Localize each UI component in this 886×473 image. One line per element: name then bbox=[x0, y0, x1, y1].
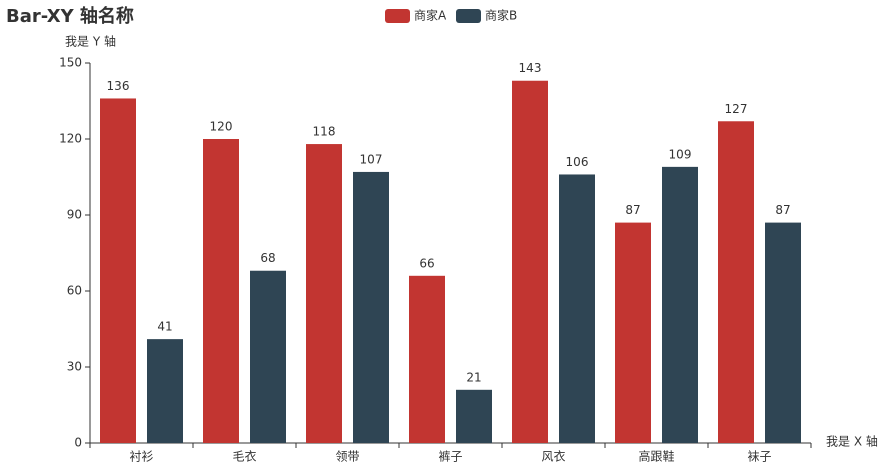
value-label: 118 bbox=[313, 125, 336, 139]
value-label: 87 bbox=[775, 203, 790, 217]
x-tick-label: 裤子 bbox=[438, 450, 462, 464]
bar bbox=[765, 222, 801, 443]
value-label: 41 bbox=[157, 320, 172, 334]
value-label: 68 bbox=[260, 251, 275, 265]
legend-swatch bbox=[385, 9, 410, 23]
y-tick-label: 60 bbox=[67, 284, 82, 298]
value-label: 143 bbox=[519, 61, 542, 75]
value-label: 21 bbox=[466, 370, 481, 384]
chart-title: Bar-XY 轴名称 bbox=[6, 5, 134, 27]
value-label: 120 bbox=[210, 120, 233, 134]
bar bbox=[718, 121, 754, 444]
x-axis-name: 我是 X 轴 bbox=[826, 434, 878, 449]
x-tick-label: 风衣 bbox=[541, 449, 565, 464]
legend-label: 商家A bbox=[414, 8, 447, 23]
legend-swatch bbox=[456, 9, 481, 23]
y-axis-name: 我是 Y 轴 bbox=[65, 34, 116, 49]
x-tick-label: 毛衣 bbox=[232, 449, 256, 464]
bar bbox=[100, 98, 136, 443]
y-tick-label: 90 bbox=[67, 208, 82, 222]
y-tick-label: 150 bbox=[59, 56, 82, 70]
x-tick-label: 衬衫 bbox=[129, 450, 153, 464]
bar bbox=[353, 171, 389, 443]
value-label: 136 bbox=[107, 79, 130, 93]
bar bbox=[306, 144, 342, 444]
bar bbox=[559, 174, 595, 443]
bar bbox=[512, 80, 548, 443]
y-tick-label: 30 bbox=[67, 360, 82, 374]
y-tick-label: 0 bbox=[74, 436, 82, 450]
value-label: 127 bbox=[725, 102, 748, 116]
value-label: 109 bbox=[669, 147, 692, 161]
bar bbox=[250, 270, 286, 443]
value-label: 87 bbox=[625, 203, 640, 217]
x-tick-label: 袜子 bbox=[747, 450, 771, 464]
bar bbox=[409, 275, 445, 443]
value-label: 66 bbox=[419, 256, 434, 270]
bar bbox=[615, 222, 651, 443]
value-label: 106 bbox=[566, 155, 589, 169]
x-tick-label: 高跟鞋 bbox=[638, 449, 674, 464]
bar bbox=[662, 166, 698, 443]
y-tick-label: 120 bbox=[59, 132, 82, 146]
bar bbox=[203, 139, 239, 443]
legend-label: 商家B bbox=[485, 8, 517, 23]
value-label: 107 bbox=[360, 152, 383, 166]
bar bbox=[147, 339, 183, 443]
bar bbox=[456, 389, 492, 443]
x-tick-label: 领带 bbox=[335, 450, 359, 464]
